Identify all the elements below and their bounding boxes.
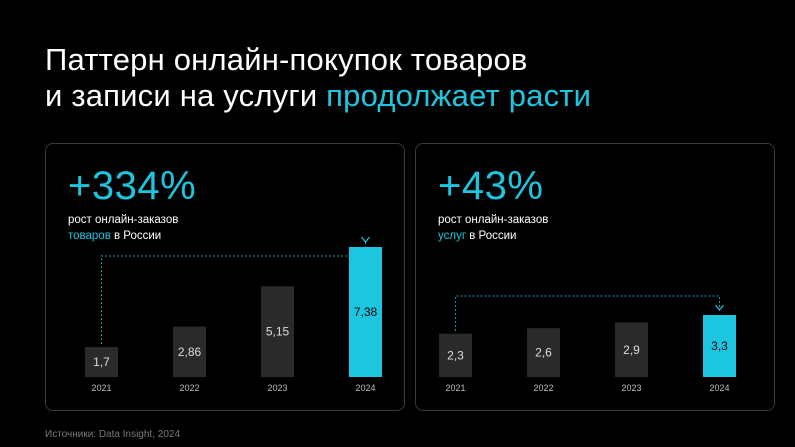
- services-caption: рост онлайн-заказов услуг в России: [438, 212, 548, 244]
- goods-panel: +334% рост онлайн-заказов товаров в Росс…: [45, 143, 405, 411]
- x-tick-label: 2022: [179, 383, 199, 393]
- services-caption-rest: в России: [466, 230, 517, 242]
- bar-2024: [703, 315, 736, 377]
- goods-caption-highlight: товаров: [68, 230, 111, 242]
- bar-value-label: 2,6: [535, 346, 552, 360]
- title-accent: продолжает расти: [326, 78, 592, 113]
- services-caption-highlight: услуг: [438, 230, 467, 242]
- goods-caption-line1: рост онлайн-заказов: [68, 214, 179, 226]
- bar-2023: [261, 286, 294, 377]
- source-note: Источники: Data Insight, 2024: [45, 429, 180, 440]
- services-panel: +43% рост онлайн-заказов услуг в России …: [415, 143, 775, 411]
- x-tick-label: 2024: [709, 383, 729, 393]
- arrow-head-icon: [715, 304, 724, 311]
- arrow-head-icon: [361, 236, 370, 243]
- bar-2024: [349, 247, 382, 377]
- bar-value-label: 5,15: [266, 325, 290, 339]
- x-tick-label: 2021: [445, 383, 465, 393]
- bar-2023: [615, 322, 648, 377]
- x-tick-label: 2021: [91, 383, 111, 393]
- goods-growth-value: +334%: [68, 164, 197, 208]
- bar-value-label: 7,38: [354, 305, 378, 319]
- services-caption-line1: рост онлайн-заказов: [438, 214, 549, 226]
- bar-2021: [85, 347, 118, 377]
- x-tick-label: 2023: [267, 383, 287, 393]
- goods-caption: рост онлайн-заказов товаров в России: [68, 212, 178, 244]
- bar-value-label: 2,9: [623, 343, 640, 357]
- growth-arrow-line: [101, 241, 366, 345]
- bar-value-label: 3,3: [711, 339, 728, 353]
- bar-2022: [527, 328, 560, 377]
- bar-2022: [173, 326, 206, 377]
- bar-value-label: 1,7: [93, 355, 110, 369]
- goods-caption-rest: в России: [110, 230, 162, 242]
- title-line-2: и записи на услуги: [45, 78, 327, 113]
- services-bar-chart: 2,3 2021 2,6 2022 2,9 2023 3,3 2024: [439, 295, 736, 393]
- page-title: Паттерн онлайн-покупок товаров и записи …: [45, 42, 591, 114]
- growth-arrow-line: [455, 295, 720, 331]
- bar-value-label: 2,86: [178, 345, 202, 359]
- bar-2021: [439, 333, 472, 377]
- title-line-1: Паттерн онлайн-покупок товаров: [45, 42, 528, 77]
- x-tick-label: 2024: [355, 383, 375, 393]
- x-tick-label: 2022: [533, 383, 553, 393]
- x-tick-label: 2023: [621, 383, 641, 393]
- bar-value-label: 2,3: [447, 348, 464, 362]
- services-growth-value: +43%: [438, 164, 544, 208]
- goods-bar-chart: 1,7 2021 2,86 2022 5,15 2023 7,38 2024: [85, 236, 382, 393]
